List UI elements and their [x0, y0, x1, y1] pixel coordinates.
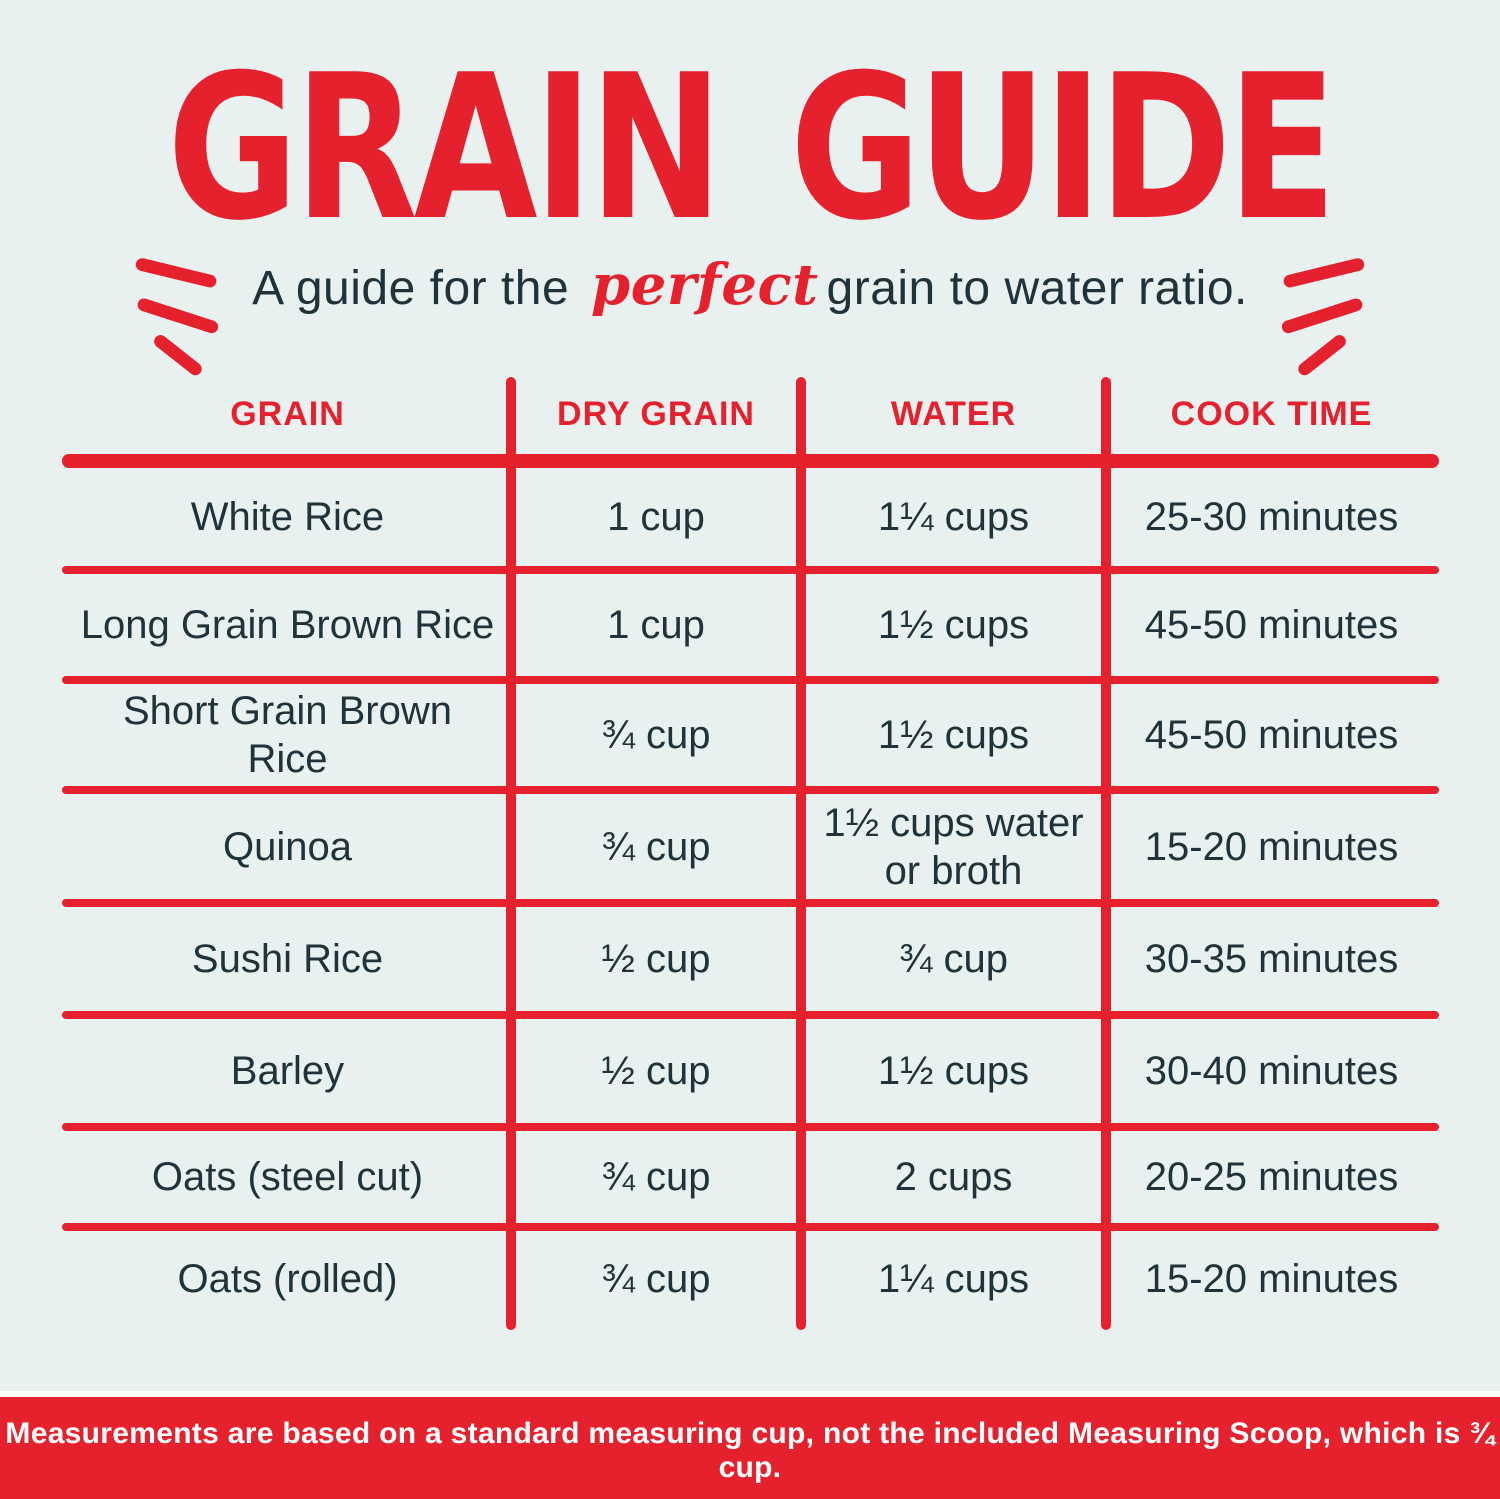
- column-header-dry-grain: DRY GRAIN: [557, 395, 755, 434]
- cell-cook-time: 20-25 minutes: [1144, 1155, 1399, 1199]
- subtitle: A guide for the perfect grain to water ra…: [252, 246, 1248, 318]
- cell-water: 1½ cups: [877, 603, 1030, 647]
- cell-dry-grain: 1 cup: [607, 603, 705, 647]
- cell-cook-time: 30-40 minutes: [1144, 1049, 1399, 1093]
- row-divider: [62, 899, 1439, 907]
- cell-cook-time: 25-30 minutes: [1144, 494, 1399, 539]
- footer-band: Measurements are based on a standard mea…: [0, 1391, 1500, 1499]
- row-divider: [62, 1011, 1439, 1019]
- cell-grain: Oats (steel cut): [151, 1155, 424, 1199]
- column-divider: [796, 377, 806, 1330]
- cell-water: 1½ cups: [877, 1049, 1030, 1093]
- column-header-grain: GRAIN: [230, 395, 345, 434]
- column-header-water: WATER: [890, 395, 1017, 434]
- row-divider: [62, 676, 1439, 684]
- row-divider: [62, 566, 1439, 574]
- cell-cook-time: 45-50 minutes: [1144, 603, 1399, 647]
- cell-dry-grain: ¾ cup: [601, 1155, 711, 1199]
- footer-note: Measurements are based on a standard mea…: [5, 1417, 1495, 1484]
- cell-grain: Long Grain Brown Rice: [80, 603, 495, 647]
- cell-dry-grain: ¾ cup: [601, 713, 711, 757]
- emphasis-lines-left-icon: [135, 258, 219, 376]
- cell-water: 2 cups: [894, 1155, 1013, 1199]
- subtitle-row: A guide for the perfect grain to water ra…: [0, 246, 1500, 378]
- grain-table-grid: GRAIN DRY GRAIN WATER COOK TIME White Ri…: [64, 380, 1437, 1330]
- row-divider: [62, 1123, 1439, 1131]
- row-divider: [62, 1223, 1439, 1231]
- cell-cook-time: 15-20 minutes: [1144, 824, 1399, 869]
- cell-dry-grain: 1 cup: [607, 494, 705, 539]
- cell-cook-time: 30-35 minutes: [1144, 937, 1399, 981]
- column-divider: [1101, 377, 1111, 1330]
- cell-grain: White Rice: [190, 494, 385, 539]
- cell-cook-time: 45-50 minutes: [1144, 713, 1399, 757]
- cell-dry-grain: ¾ cup: [601, 1256, 711, 1301]
- subtitle-highlight: perfect: [591, 252, 819, 318]
- cell-grain: Quinoa: [223, 824, 352, 869]
- cell-grain: Short Grain Brown Rice: [122, 689, 453, 781]
- cell-grain: Sushi Rice: [191, 937, 384, 981]
- header-underline: [62, 454, 1439, 468]
- page-title: GRAIN GUIDE: [167, 31, 1337, 265]
- row-divider: [62, 786, 1439, 794]
- cell-water: 1½ cups: [877, 713, 1030, 757]
- column-divider: [506, 377, 516, 1330]
- subtitle-pre: A guide for the: [252, 262, 584, 315]
- cell-dry-grain: ¾ cup: [601, 824, 711, 869]
- emphasis-lines-right-icon: [1281, 258, 1365, 376]
- column-header-cook-time: COOK TIME: [1170, 395, 1373, 434]
- cell-cook-time: 15-20 minutes: [1144, 1256, 1399, 1301]
- cell-water: ¾ cup: [899, 937, 1008, 981]
- cell-dry-grain: ½ cup: [601, 937, 711, 981]
- cell-water: 1¼ cups: [877, 494, 1030, 539]
- cell-dry-grain: ½ cup: [601, 1049, 711, 1093]
- cell-grain: Barley: [230, 1049, 345, 1093]
- subtitle-post: grain to water ratio.: [826, 262, 1248, 315]
- cell-water: 1¼ cups: [877, 1256, 1030, 1301]
- grain-table: GRAIN DRY GRAIN WATER COOK TIME White Ri…: [62, 377, 1439, 1330]
- cell-grain: Oats (rolled): [177, 1256, 398, 1301]
- cell-water: 1½ cups water or broth: [823, 800, 1084, 893]
